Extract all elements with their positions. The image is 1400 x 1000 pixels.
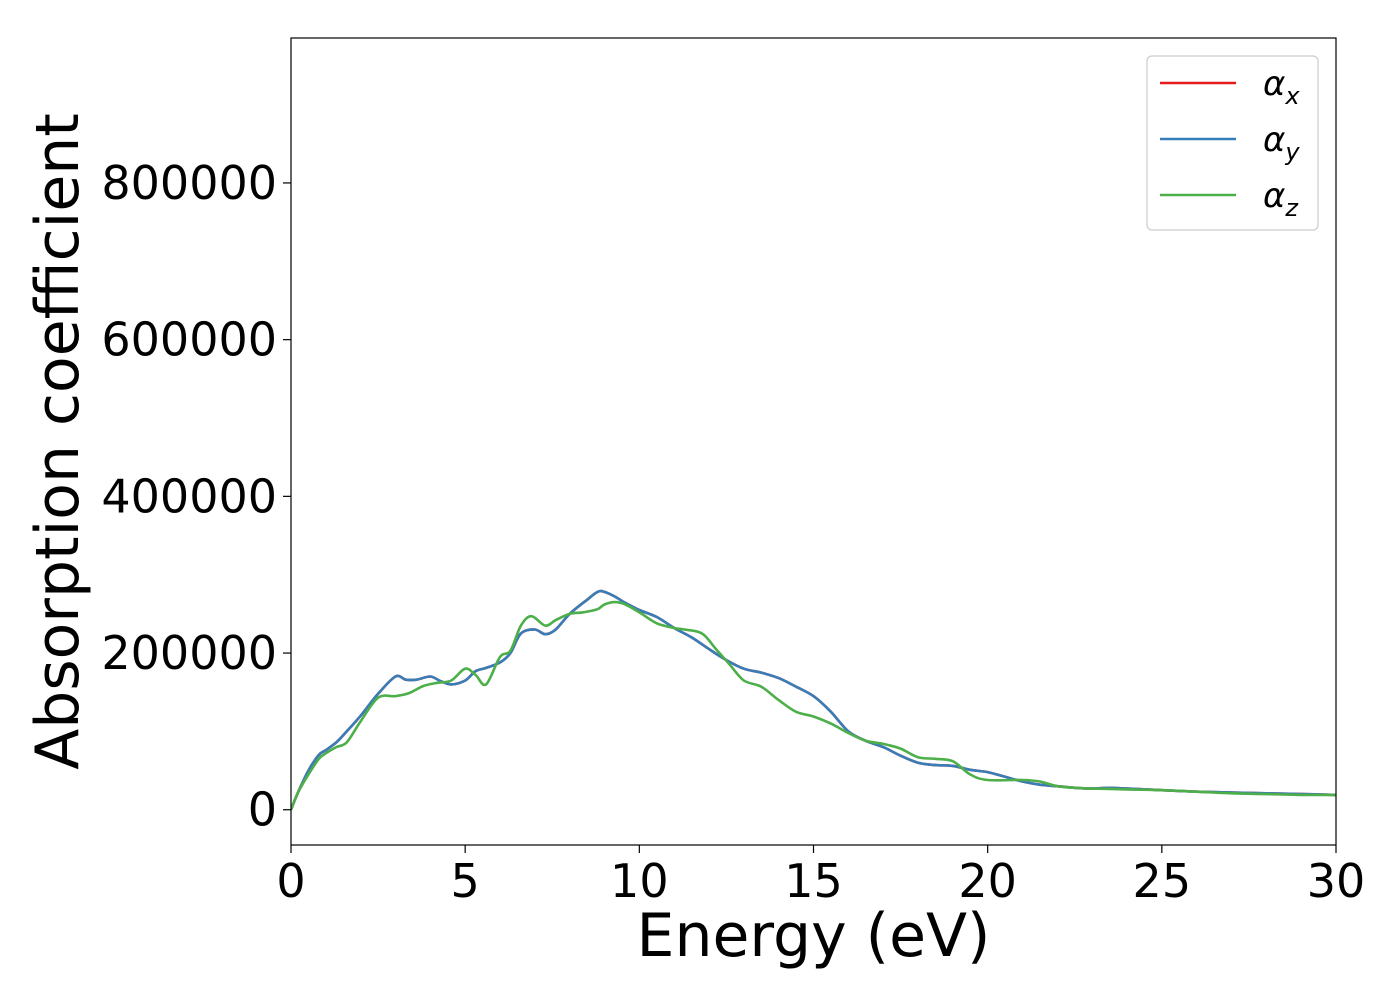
legend-box [1146, 55, 1319, 231]
y-tick-label: 0 [248, 783, 277, 837]
y-axis-ticks: 0 200000 400000 600000 800000 [101, 156, 291, 837]
x-tick-label: 15 [784, 854, 843, 908]
x-tick-label: 10 [610, 854, 669, 908]
y-tick-label: 400000 [101, 469, 277, 523]
x-tick-label: 20 [958, 854, 1017, 908]
x-tick-label: 25 [1133, 854, 1192, 908]
x-axis-ticks: 0 5 10 15 20 25 30 [276, 845, 1365, 908]
y-tick-label: 200000 [101, 626, 277, 680]
x-axis-label: Energy (eV) [637, 901, 991, 971]
x-tick-label: 0 [276, 854, 305, 908]
x-tick-label: 30 [1307, 854, 1366, 908]
series-line-y [291, 589, 1336, 811]
y-tick-label: 800000 [101, 156, 277, 210]
x-tick-label: 5 [451, 854, 480, 908]
series-line-z [291, 600, 1336, 811]
y-tick-label: 600000 [101, 313, 277, 367]
y-axis-label: Absorption coefficient [23, 113, 93, 770]
plot-series-group [291, 589, 1336, 811]
series-line-x [291, 589, 1336, 811]
